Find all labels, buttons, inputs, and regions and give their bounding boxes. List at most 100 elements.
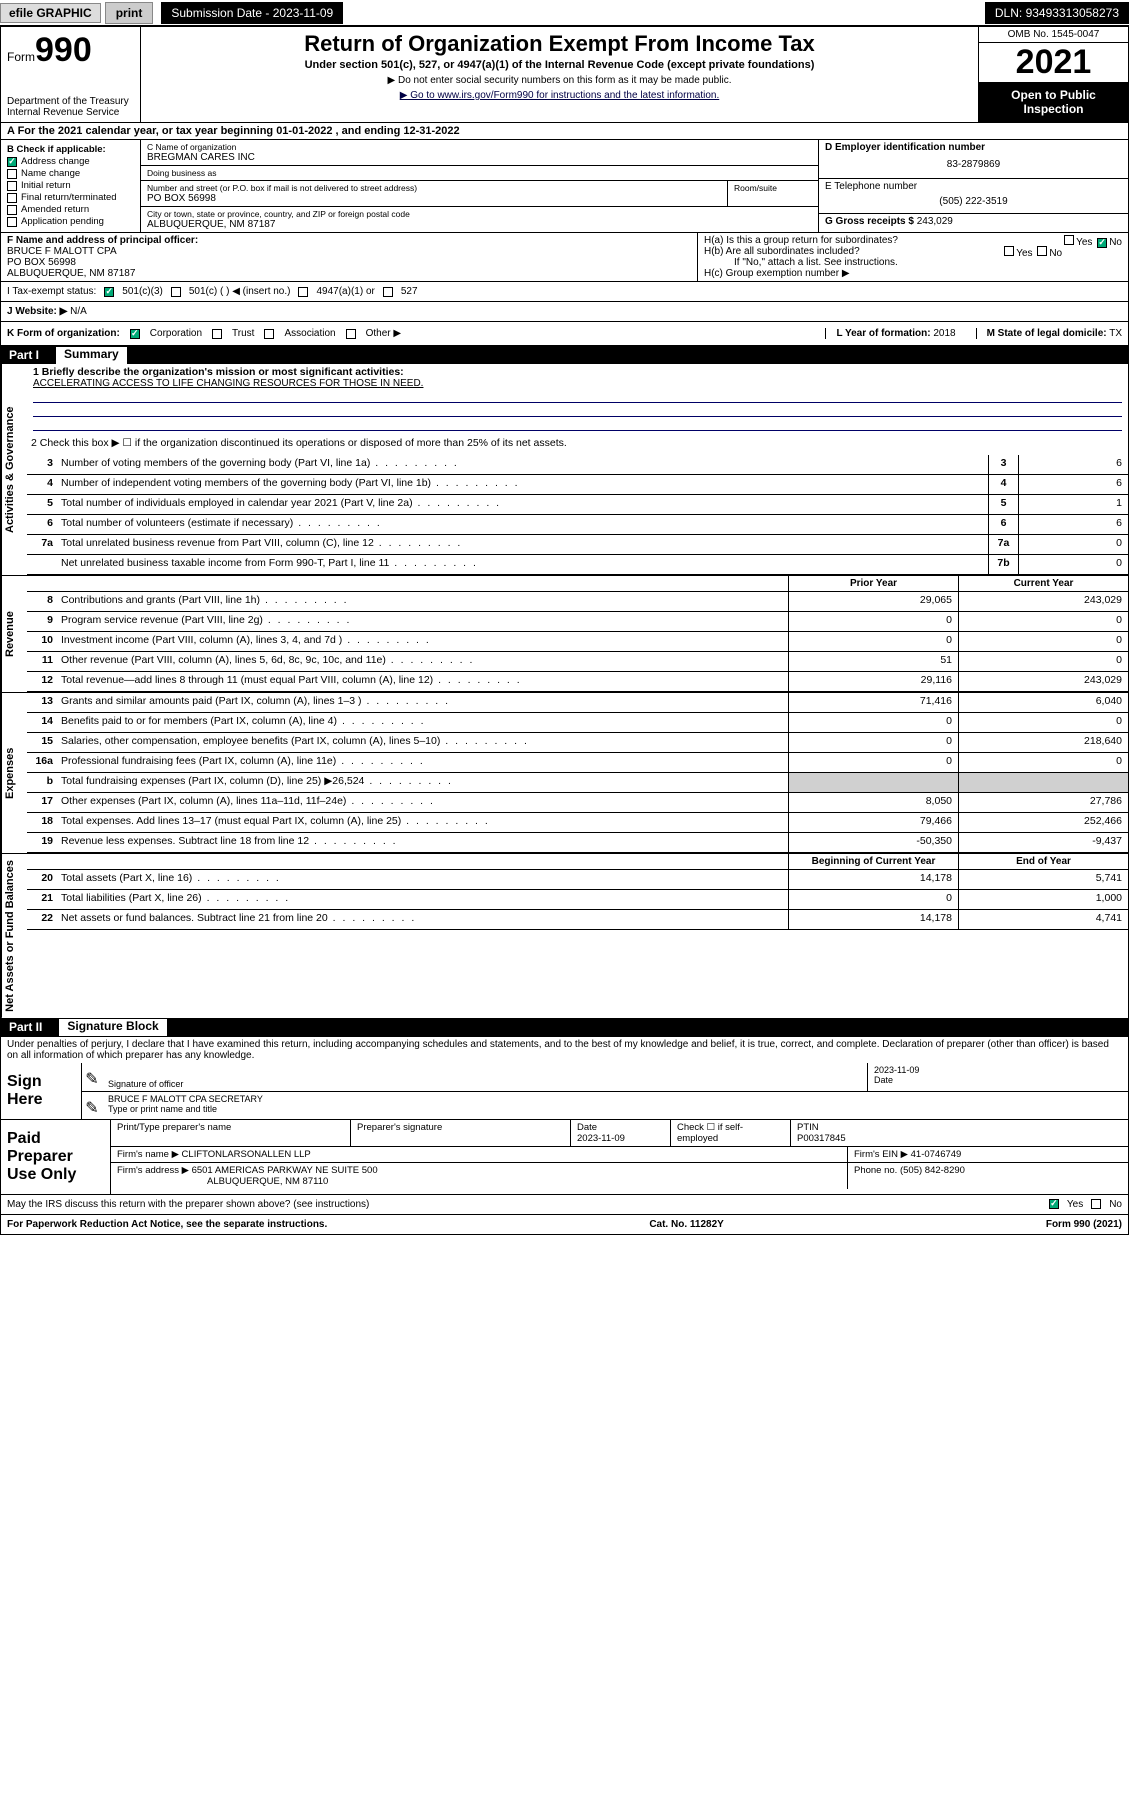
website-label: J Website: ▶ — [7, 306, 67, 317]
instructions-link[interactable]: ▶ Go to www.irs.gov/Form990 for instruct… — [400, 90, 720, 101]
row-fh: F Name and address of principal officer:… — [1, 233, 1128, 282]
tel-value: (505) 222-3519 — [825, 192, 1122, 211]
print-button[interactable]: print — [105, 2, 154, 24]
hdr-end: End of Year — [958, 854, 1128, 869]
table-row: 17 Other expenses (Part IX, column (A), … — [27, 793, 1128, 813]
line-num: 6 — [27, 515, 57, 534]
chk-527[interactable] — [383, 287, 393, 297]
line-desc: Net unrelated business taxable income fr… — [57, 555, 988, 574]
officer-street: PO BOX 56998 — [7, 257, 691, 268]
chk-corp[interactable]: ✓ — [130, 329, 140, 339]
sign-here-block: Sign Here ✎ Signature of officer 2023-11… — [1, 1063, 1128, 1120]
entity-block: B Check if applicable: ✓Address change N… — [1, 140, 1128, 233]
section-activities-governance: Activities & Governance 1 Briefly descri… — [1, 364, 1128, 575]
chk-assoc[interactable] — [264, 329, 274, 339]
line-desc: Number of independent voting members of … — [57, 475, 988, 494]
current-val: 1,000 — [958, 890, 1128, 909]
prior-val: 51 — [788, 652, 958, 671]
efile-label: efile GRAPHIC — [0, 3, 101, 23]
hb-no[interactable] — [1037, 246, 1047, 256]
chk-501c3[interactable]: ✓ — [104, 287, 114, 297]
col-c-name-address: C Name of organizationBREGMAN CARES INC … — [141, 140, 818, 232]
line-desc: Total fundraising expenses (Part IX, col… — [57, 773, 788, 792]
side-expenses: Expenses — [1, 693, 27, 853]
line-2: 2 Check this box ▶ ☐ if the organization… — [27, 435, 1128, 455]
current-val: 218,640 — [958, 733, 1128, 752]
ptin-label: PTIN — [797, 1122, 1122, 1133]
chk-other[interactable] — [346, 329, 356, 339]
chk-4947[interactable] — [298, 287, 308, 297]
ha-no[interactable]: ✓ — [1097, 238, 1107, 248]
line-desc: Grants and similar amounts paid (Part IX… — [57, 693, 788, 712]
chk-amended[interactable] — [7, 205, 17, 215]
chk-app-pending[interactable] — [7, 217, 17, 227]
table-row: 19 Revenue less expenses. Subtract line … — [27, 833, 1128, 853]
table-row: 10 Investment income (Part VIII, column … — [27, 632, 1128, 652]
ha-yes[interactable] — [1064, 235, 1074, 245]
line-desc: Other revenue (Part VIII, column (A), li… — [57, 652, 788, 671]
col-defg: D Employer identification number83-28798… — [818, 140, 1128, 232]
discuss-yes[interactable]: ✓ — [1049, 1199, 1059, 1209]
current-val: 4,741 — [958, 910, 1128, 929]
form-990-container: Form990 Department of the Treasury Inter… — [0, 26, 1129, 1235]
section-expenses: Expenses 13 Grants and similar amounts p… — [1, 692, 1128, 853]
current-val: -9,437 — [958, 833, 1128, 852]
part-i-label: Part I — [9, 348, 39, 362]
line-desc: Total number of volunteers (estimate if … — [57, 515, 988, 534]
dba-label: Doing business as — [147, 168, 812, 178]
firm-name: CLIFTONLARSONALLEN LLP — [182, 1149, 311, 1160]
dom-value: TX — [1109, 328, 1122, 339]
line-desc: Program service revenue (Part VIII, line… — [57, 612, 788, 631]
hb-yes[interactable] — [1004, 246, 1014, 256]
line-box: 3 — [988, 455, 1018, 474]
line-desc: Total liabilities (Part X, line 26) — [57, 890, 788, 909]
line-num: 21 — [27, 890, 57, 909]
table-row: 13 Grants and similar amounts paid (Part… — [27, 693, 1128, 713]
line-val: 1 — [1018, 495, 1128, 514]
prior-val: 71,416 — [788, 693, 958, 712]
street-label: Number and street (or P.O. box if mail i… — [147, 183, 721, 193]
firm-ein: 41-0746749 — [911, 1149, 962, 1160]
table-row: 7a Total unrelated business revenue from… — [27, 535, 1128, 555]
chk-address-change[interactable]: ✓ — [7, 157, 17, 167]
current-val: 27,786 — [958, 793, 1128, 812]
line-box: 5 — [988, 495, 1018, 514]
row-j-website: J Website: ▶ N/A — [1, 302, 1128, 322]
firm-addr2: ALBUQUERQUE, NM 87110 — [117, 1176, 328, 1187]
prep-sig-label: Preparer's signature — [357, 1122, 564, 1133]
chk-trust[interactable] — [212, 329, 222, 339]
footer-discuss: May the IRS discuss this return with the… — [1, 1195, 1128, 1215]
line-val: 6 — [1018, 455, 1128, 474]
principal-officer: F Name and address of principal officer:… — [1, 233, 698, 281]
line-val: 0 — [1018, 535, 1128, 554]
ha-label: H(a) Is this a group return for subordin… — [704, 235, 898, 246]
line-desc: Total revenue—add lines 8 through 11 (mu… — [57, 672, 788, 691]
line-desc: Contributions and grants (Part VIII, lin… — [57, 592, 788, 611]
current-val: 243,029 — [958, 592, 1128, 611]
ein-value: 83-2879869 — [825, 153, 1122, 176]
prior-val: 0 — [788, 753, 958, 772]
chk-501c[interactable] — [171, 287, 181, 297]
line-1-mission: 1 Briefly describe the organization's mi… — [27, 364, 1128, 435]
chk-name-change[interactable] — [7, 169, 17, 179]
website-value: N/A — [70, 306, 87, 317]
side-net-assets: Net Assets or Fund Balances — [1, 854, 27, 1018]
discuss-no[interactable] — [1091, 1199, 1101, 1209]
prep-date: 2023-11-09 — [577, 1133, 664, 1144]
prior-val: 79,466 — [788, 813, 958, 832]
line-val: 6 — [1018, 515, 1128, 534]
tax-year: 2021 — [979, 43, 1128, 82]
form-prefix: Form — [7, 50, 35, 64]
chk-initial-return[interactable] — [7, 181, 17, 191]
tel-label: E Telephone number — [825, 181, 1122, 192]
prior-val: 29,116 — [788, 672, 958, 691]
paperwork-notice: For Paperwork Reduction Act Notice, see … — [7, 1219, 327, 1230]
current-val: 6,040 — [958, 693, 1128, 712]
opt-527: 527 — [401, 286, 418, 297]
table-row: 20 Total assets (Part X, line 16) 14,178… — [27, 870, 1128, 890]
omb-number: OMB No. 1545-0047 — [979, 27, 1128, 43]
chk-label: Name change — [21, 168, 80, 179]
current-val: 5,741 — [958, 870, 1128, 889]
line-num: 13 — [27, 693, 57, 712]
chk-final-return[interactable] — [7, 193, 17, 203]
